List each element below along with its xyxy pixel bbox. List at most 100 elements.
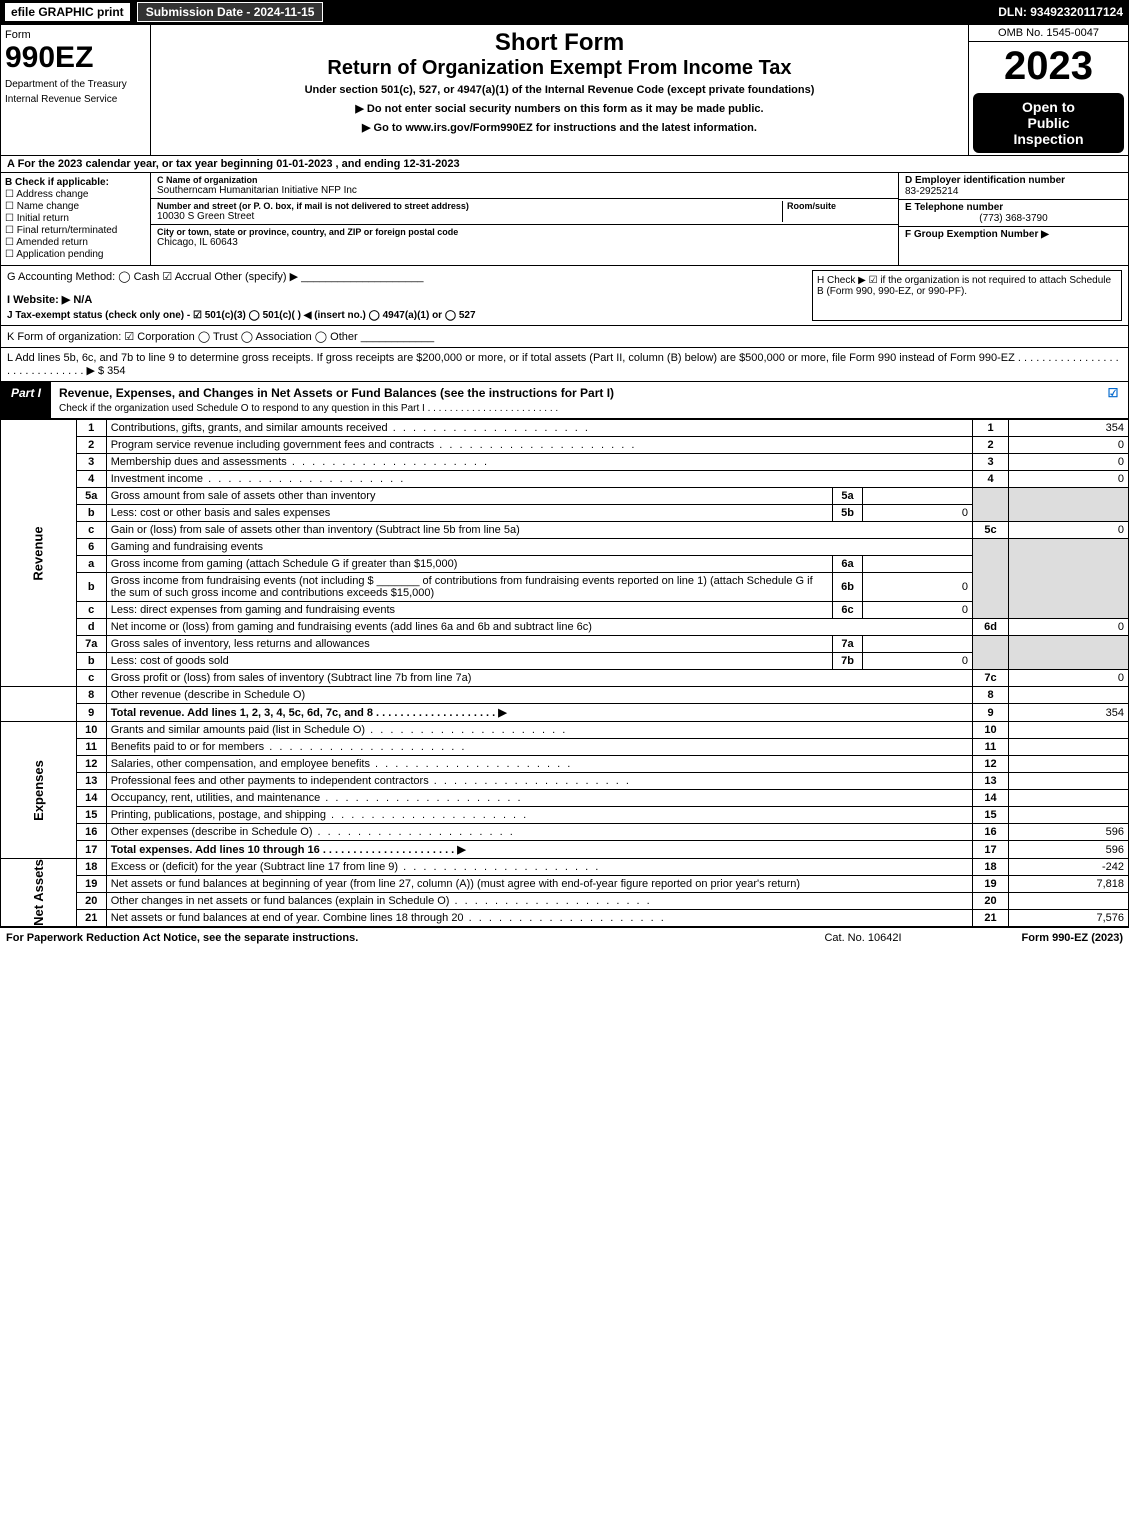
ln-1-amt: 354: [1009, 420, 1129, 437]
chk-initial-return[interactable]: ☐ Initial return: [5, 213, 146, 224]
ln-6b-mini-amt: 0: [863, 573, 973, 602]
c-city-label: City or town, state or province, country…: [157, 227, 892, 237]
part-i-check-line: Check if the organization used Schedule …: [59, 403, 558, 414]
ln-8-text: Other revenue (describe in Schedule O): [106, 687, 972, 704]
section-def: D Employer identification number 83-2925…: [898, 173, 1128, 265]
dept-irs: Internal Revenue Service: [5, 94, 146, 105]
org-name: Southerncam Humanitarian Initiative NFP …: [157, 185, 892, 196]
omb-number: OMB No. 1545-0047: [969, 25, 1128, 42]
ln-6b-mini: 6b: [833, 573, 863, 602]
part-i-schedule-o-check[interactable]: ☑: [1098, 382, 1128, 418]
ln-20-ref: 20: [973, 893, 1009, 910]
ln-17-amt: 596: [1009, 841, 1129, 859]
chk-initial-return-label: Initial return: [17, 213, 69, 224]
goto-link[interactable]: ▶ Go to www.irs.gov/Form990EZ for instru…: [155, 121, 964, 134]
ln-14-amt: [1009, 790, 1129, 807]
ein-value: 83-2925214: [905, 186, 1122, 197]
ln-11-text: Benefits paid to or for members: [106, 739, 972, 756]
c-room-label: Room/suite: [787, 201, 892, 211]
ln-13-num: 13: [76, 773, 106, 790]
ln-20-num: 20: [76, 893, 106, 910]
ln-11-amt: [1009, 739, 1129, 756]
ln-7b-mini-amt: 0: [863, 653, 973, 670]
ln-14-ref: 14: [973, 790, 1009, 807]
revenue-rot-cont: [1, 687, 77, 722]
ln-2-ref: 2: [973, 437, 1009, 454]
ln-1-ref: 1: [973, 420, 1009, 437]
ln-12-num: 12: [76, 756, 106, 773]
ln-7ab-grey: [973, 636, 1009, 670]
header-right: OMB No. 1545-0047 2023 Open to Public In…: [968, 25, 1128, 155]
ln-10-num: 10: [76, 722, 106, 739]
ln-2-num: 2: [76, 437, 106, 454]
ln-7b-num: b: [76, 653, 106, 670]
ln-6-grey: [973, 539, 1009, 619]
e-label: E Telephone number: [905, 202, 1003, 213]
ln-21-amt: 7,576: [1009, 910, 1129, 927]
form-header: Form 990EZ Department of the Treasury In…: [0, 24, 1129, 156]
ln-7a-mini: 7a: [833, 636, 863, 653]
ln-6a-mini-amt: [863, 556, 973, 573]
c-name-label: C Name of organization: [157, 175, 892, 185]
phone-value: (773) 368-3790: [905, 213, 1122, 224]
ln-10-text: Grants and similar amounts paid (list in…: [106, 722, 972, 739]
ln-5a-text: Gross amount from sale of assets other t…: [106, 488, 832, 505]
ln-3-num: 3: [76, 454, 106, 471]
ln-9-ref: 9: [973, 704, 1009, 722]
ln-19-num: 19: [76, 876, 106, 893]
ln-6a-text: Gross income from gaming (attach Schedul…: [106, 556, 832, 573]
ln-1-num: 1: [76, 420, 106, 437]
ln-2-amt: 0: [1009, 437, 1129, 454]
ln-6b-num: b: [76, 573, 106, 602]
lines-table: Revenue 1 Contributions, gifts, grants, …: [0, 419, 1129, 927]
line-i: I Website: ▶ N/A: [7, 294, 92, 306]
ln-5b-text: Less: cost or other basis and sales expe…: [106, 505, 832, 522]
line-a: A For the 2023 calendar year, or tax yea…: [0, 156, 1129, 173]
ln-6c-mini-amt: 0: [863, 602, 973, 619]
ln-19-ref: 19: [973, 876, 1009, 893]
chk-final-return-label: Final return/terminated: [17, 225, 118, 236]
ln-12-ref: 12: [973, 756, 1009, 773]
ln-5b-mini-amt: 0: [863, 505, 973, 522]
ln-5ab-grey: [973, 488, 1009, 522]
ln-5c-amt: 0: [1009, 522, 1129, 539]
ln-6d-text: Net income or (loss) from gaming and fun…: [106, 619, 972, 636]
ln-15-amt: [1009, 807, 1129, 824]
submission-date-button[interactable]: Submission Date - 2024-11-15: [137, 2, 324, 22]
efile-print-button[interactable]: efile GRAPHIC print: [4, 2, 131, 22]
tax-year: 2023: [969, 42, 1128, 91]
ln-4-amt: 0: [1009, 471, 1129, 488]
ln-6-text: Gaming and fundraising events: [106, 539, 972, 556]
expenses-rot-label: Expenses: [1, 722, 77, 859]
block-bcdef: B Check if applicable: ☐ Address change …: [0, 173, 1129, 266]
ln-18-amt: -242: [1009, 859, 1129, 876]
f-label: F Group Exemption Number ▶: [905, 229, 1049, 240]
chk-address-change[interactable]: ☐ Address change: [5, 189, 146, 200]
ln-5ab-grey-amt: [1009, 488, 1129, 522]
chk-pending[interactable]: ☐ Application pending: [5, 249, 146, 260]
open-line3: Inspection: [977, 131, 1120, 147]
ln-20-amt: [1009, 893, 1129, 910]
chk-name-change-label: Name change: [17, 201, 79, 212]
ln-7c-ref: 7c: [973, 670, 1009, 687]
ln-17-text: Total expenses. Add lines 10 through 16 …: [106, 841, 972, 859]
chk-name-change[interactable]: ☐ Name change: [5, 201, 146, 212]
ln-8-num: 8: [76, 687, 106, 704]
section-b: B Check if applicable: ☐ Address change …: [1, 173, 151, 265]
ln-1-text: Contributions, gifts, grants, and simila…: [106, 420, 972, 437]
ln-14-text: Occupancy, rent, utilities, and maintena…: [106, 790, 972, 807]
ln-19-amt: 7,818: [1009, 876, 1129, 893]
ln-5c-num: c: [76, 522, 106, 539]
ln-4-text: Investment income: [106, 471, 972, 488]
line-l: L Add lines 5b, 6c, and 7b to line 9 to …: [0, 348, 1129, 382]
chk-amended[interactable]: ☐ Amended return: [5, 237, 146, 248]
ln-8-amt: [1009, 687, 1129, 704]
ln-18-ref: 18: [973, 859, 1009, 876]
ln-13-ref: 13: [973, 773, 1009, 790]
line-g: G Accounting Method: ◯ Cash ☑ Accrual Ot…: [7, 270, 812, 283]
form-no-footer: Form 990-EZ (2023): [1022, 932, 1123, 944]
chk-final-return[interactable]: ☐ Final return/terminated: [5, 225, 146, 236]
line-j: J Tax-exempt status (check only one) - ☑…: [7, 310, 476, 321]
section-c: C Name of organization Southerncam Human…: [151, 173, 898, 265]
line-h: H Check ▶ ☑ if the organization is not r…: [812, 270, 1122, 321]
